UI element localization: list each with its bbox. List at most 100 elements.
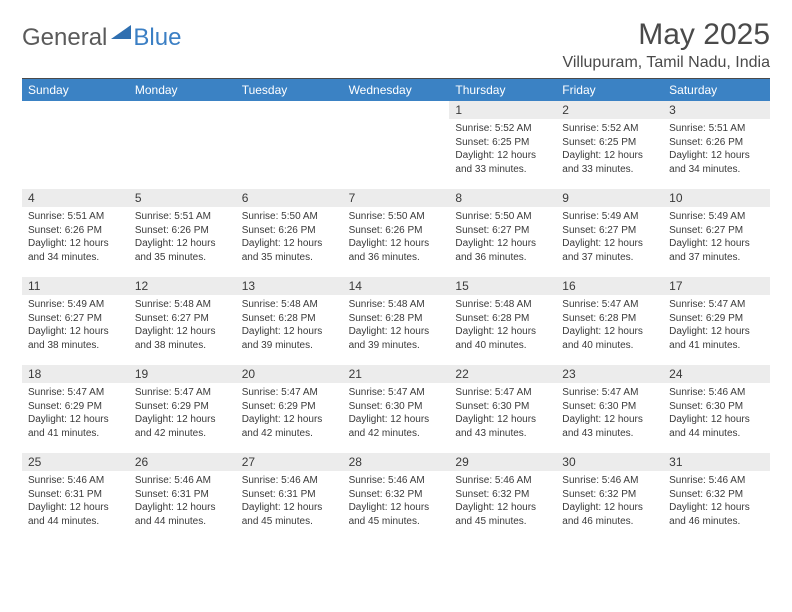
sunrise-text: Sunrise: 5:47 AM [562,298,657,312]
weekday-header: Friday [556,79,663,101]
day-details: Sunrise: 5:51 AMSunset: 6:26 PMDaylight:… [129,207,236,270]
day-cell: 23Sunrise: 5:47 AMSunset: 6:30 PMDayligh… [556,365,663,453]
day-details: Sunrise: 5:49 AMSunset: 6:27 PMDaylight:… [556,207,663,270]
day-number: 18 [22,365,129,383]
logo: General Blue [22,24,181,52]
day-details: Sunrise: 5:49 AMSunset: 6:27 PMDaylight:… [22,295,129,358]
day-details: Sunrise: 5:46 AMSunset: 6:31 PMDaylight:… [22,471,129,534]
daylight-text: Daylight: 12 hours and 42 minutes. [349,413,444,440]
daylight-text: Daylight: 12 hours and 41 minutes. [669,325,764,352]
day-number: 29 [449,453,556,471]
calendar-weeks: 1Sunrise: 5:52 AMSunset: 6:25 PMDaylight… [22,101,770,541]
day-number: 21 [343,365,450,383]
page-title: May 2025 [562,18,770,52]
day-cell: 17Sunrise: 5:47 AMSunset: 6:29 PMDayligh… [663,277,770,365]
day-details: Sunrise: 5:48 AMSunset: 6:28 PMDaylight:… [343,295,450,358]
day-details: Sunrise: 5:47 AMSunset: 6:30 PMDaylight:… [449,383,556,446]
day-cell: 9Sunrise: 5:49 AMSunset: 6:27 PMDaylight… [556,189,663,277]
day-cell: 15Sunrise: 5:48 AMSunset: 6:28 PMDayligh… [449,277,556,365]
logo-text-general: General [22,24,107,52]
day-cell: 12Sunrise: 5:48 AMSunset: 6:27 PMDayligh… [129,277,236,365]
day-cell: 6Sunrise: 5:50 AMSunset: 6:26 PMDaylight… [236,189,343,277]
calendar: SundayMondayTuesdayWednesdayThursdayFrid… [22,79,770,541]
sunrise-text: Sunrise: 5:47 AM [669,298,764,312]
day-number: 31 [663,453,770,471]
daylight-text: Daylight: 12 hours and 35 minutes. [135,237,230,264]
sunrise-text: Sunrise: 5:47 AM [135,386,230,400]
day-cell: 4Sunrise: 5:51 AMSunset: 6:26 PMDaylight… [22,189,129,277]
sunrise-text: Sunrise: 5:48 AM [349,298,444,312]
sunset-text: Sunset: 6:25 PM [562,136,657,150]
daylight-text: Daylight: 12 hours and 35 minutes. [242,237,337,264]
sunset-text: Sunset: 6:27 PM [135,312,230,326]
day-cell: 27Sunrise: 5:46 AMSunset: 6:31 PMDayligh… [236,453,343,541]
sunset-text: Sunset: 6:30 PM [349,400,444,414]
calendar-week-row: 18Sunrise: 5:47 AMSunset: 6:29 PMDayligh… [22,365,770,453]
sunrise-text: Sunrise: 5:46 AM [669,386,764,400]
daylight-text: Daylight: 12 hours and 43 minutes. [562,413,657,440]
day-cell: 26Sunrise: 5:46 AMSunset: 6:31 PMDayligh… [129,453,236,541]
daylight-text: Daylight: 12 hours and 39 minutes. [349,325,444,352]
day-details: Sunrise: 5:47 AMSunset: 6:29 PMDaylight:… [663,295,770,358]
weekday-header: Tuesday [236,79,343,101]
day-cell: 29Sunrise: 5:46 AMSunset: 6:32 PMDayligh… [449,453,556,541]
daylight-text: Daylight: 12 hours and 43 minutes. [455,413,550,440]
day-cell: 16Sunrise: 5:47 AMSunset: 6:28 PMDayligh… [556,277,663,365]
sunset-text: Sunset: 6:30 PM [562,400,657,414]
day-number: 2 [556,101,663,119]
sunset-text: Sunset: 6:29 PM [669,312,764,326]
daylight-text: Daylight: 12 hours and 42 minutes. [135,413,230,440]
sunrise-text: Sunrise: 5:50 AM [242,210,337,224]
sunset-text: Sunset: 6:26 PM [28,224,123,238]
logo-text-blue: Blue [133,24,181,52]
day-cell: 25Sunrise: 5:46 AMSunset: 6:31 PMDayligh… [22,453,129,541]
sunrise-text: Sunrise: 5:46 AM [669,474,764,488]
day-details: Sunrise: 5:50 AMSunset: 6:26 PMDaylight:… [343,207,450,270]
sunrise-text: Sunrise: 5:52 AM [455,122,550,136]
day-number-empty [129,101,236,119]
daylight-text: Daylight: 12 hours and 38 minutes. [28,325,123,352]
sunrise-text: Sunrise: 5:47 AM [242,386,337,400]
day-details: Sunrise: 5:50 AMSunset: 6:26 PMDaylight:… [236,207,343,270]
day-cell: 21Sunrise: 5:47 AMSunset: 6:30 PMDayligh… [343,365,450,453]
weekday-header: Saturday [663,79,770,101]
day-number: 4 [22,189,129,207]
calendar-week-row: 11Sunrise: 5:49 AMSunset: 6:27 PMDayligh… [22,277,770,365]
day-details: Sunrise: 5:48 AMSunset: 6:28 PMDaylight:… [236,295,343,358]
day-details: Sunrise: 5:46 AMSunset: 6:32 PMDaylight:… [663,471,770,534]
day-number: 27 [236,453,343,471]
calendar-week-row: 1Sunrise: 5:52 AMSunset: 6:25 PMDaylight… [22,101,770,189]
sunset-text: Sunset: 6:28 PM [349,312,444,326]
sunrise-text: Sunrise: 5:51 AM [28,210,123,224]
sunrise-text: Sunrise: 5:51 AM [669,122,764,136]
day-number: 28 [343,453,450,471]
day-cell: 11Sunrise: 5:49 AMSunset: 6:27 PMDayligh… [22,277,129,365]
day-number: 22 [449,365,556,383]
day-details: Sunrise: 5:48 AMSunset: 6:28 PMDaylight:… [449,295,556,358]
day-number: 17 [663,277,770,295]
daylight-text: Daylight: 12 hours and 44 minutes. [135,501,230,528]
sunrise-text: Sunrise: 5:51 AM [135,210,230,224]
header: General Blue May 2025 Villupuram, Tamil … [22,18,770,72]
sunrise-text: Sunrise: 5:50 AM [455,210,550,224]
weekday-header: Wednesday [343,79,450,101]
day-number: 8 [449,189,556,207]
day-details: Sunrise: 5:46 AMSunset: 6:32 PMDaylight:… [343,471,450,534]
day-cell: 24Sunrise: 5:46 AMSunset: 6:30 PMDayligh… [663,365,770,453]
sunrise-text: Sunrise: 5:46 AM [242,474,337,488]
sunrise-text: Sunrise: 5:46 AM [28,474,123,488]
sunset-text: Sunset: 6:31 PM [135,488,230,502]
day-number: 26 [129,453,236,471]
daylight-text: Daylight: 12 hours and 44 minutes. [669,413,764,440]
day-details: Sunrise: 5:47 AMSunset: 6:30 PMDaylight:… [556,383,663,446]
daylight-text: Daylight: 12 hours and 34 minutes. [669,149,764,176]
day-details: Sunrise: 5:49 AMSunset: 6:27 PMDaylight:… [663,207,770,270]
day-details: Sunrise: 5:51 AMSunset: 6:26 PMDaylight:… [22,207,129,270]
weekday-header: Monday [129,79,236,101]
day-number: 19 [129,365,236,383]
weekday-header: Thursday [449,79,556,101]
sunset-text: Sunset: 6:25 PM [455,136,550,150]
day-cell: 2Sunrise: 5:52 AMSunset: 6:25 PMDaylight… [556,101,663,189]
day-details: Sunrise: 5:47 AMSunset: 6:29 PMDaylight:… [129,383,236,446]
sunset-text: Sunset: 6:32 PM [349,488,444,502]
